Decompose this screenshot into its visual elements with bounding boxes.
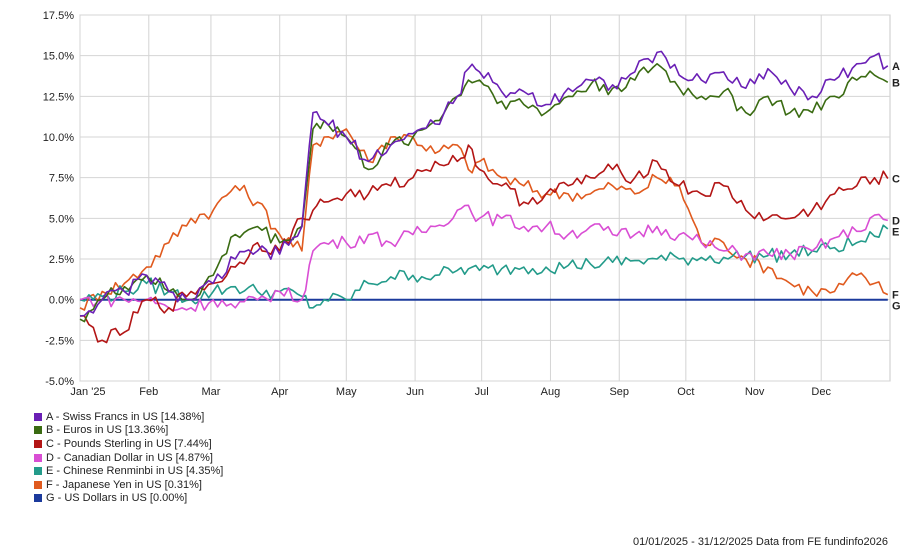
legend-label: A - Swiss Francs in US [14.38%]: [46, 410, 205, 423]
series-end-label-e: E: [892, 226, 899, 238]
legend-item-c: C - Pounds Sterling in US [7.44%]: [34, 437, 223, 451]
x-tick-label: Jul: [475, 386, 489, 398]
y-tick-label: 10.0%: [43, 132, 74, 144]
series-line-f: [79, 128, 889, 311]
series-line-a: [79, 50, 889, 317]
series-line-b: [79, 63, 889, 323]
series-end-label-c: C: [892, 174, 900, 186]
legend-item-d: D - Canadian Dollar in US [4.87%]: [34, 451, 223, 465]
legend-swatch: [34, 439, 42, 448]
x-tick-label: Apr: [271, 386, 288, 398]
legend-swatch: [34, 480, 42, 489]
legend-item-e: E - Chinese Renminbi in US [4.35%]: [34, 464, 223, 478]
legend-swatch: [34, 453, 42, 462]
series-end-label-g: G: [892, 301, 900, 313]
x-tick-label: Feb: [139, 386, 158, 398]
y-tick-label: 7.5%: [49, 173, 74, 185]
y-tick-label: 0.0%: [49, 295, 74, 307]
footer-note: 01/01/2025 - 31/12/2025 Data from FE fun…: [632, 536, 888, 548]
x-tick-label: May: [336, 386, 357, 398]
series-line-c: [80, 144, 889, 344]
legend-label: F - Japanese Yen in US [0.31%]: [46, 478, 202, 491]
y-tick-label: -5.0%: [45, 376, 74, 388]
series-end-label-d: D: [892, 215, 900, 227]
y-tick-label: -2.5%: [45, 335, 74, 347]
x-tick-label: Sep: [609, 386, 629, 398]
x-tick-label: Nov: [745, 386, 765, 398]
legend-item-f: F - Japanese Yen in US [0.31%]: [34, 478, 223, 492]
series-end-label-a: A: [892, 61, 900, 73]
legend-swatch: [34, 426, 42, 435]
series-end-label-b: B: [892, 77, 900, 89]
legend-swatch: [34, 467, 42, 476]
y-tick-label: 15.0%: [43, 51, 74, 63]
y-tick-label: 2.5%: [49, 254, 74, 266]
series-line-e: [79, 224, 889, 309]
series-line-d: [79, 204, 888, 312]
legend-swatch: [34, 494, 42, 503]
y-tick-label: 12.5%: [43, 91, 74, 103]
y-tick-label: 17.5%: [43, 10, 74, 22]
y-tick-label: 5.0%: [49, 213, 74, 225]
x-tick-label: Oct: [677, 386, 694, 398]
legend-label: G - US Dollars in US [0.00%]: [46, 492, 188, 505]
legend-label: D - Canadian Dollar in US [4.87%]: [46, 451, 213, 464]
chart-area: 17.5% 15.0% 12.5% 10.0% 7.5% 5.0% 2.5% 0.0% -2.5…: [43, 10, 900, 398]
x-tick-label: Jun: [406, 386, 424, 398]
line-chart: 17.5% 15.0% 12.5% 10.0% 7.5% 5.0% 2.5% 0.0% -2.5…: [43, 10, 900, 398]
x-tick-label: Jan '25: [70, 386, 105, 398]
legend-swatch: [34, 412, 42, 421]
legend-label: C - Pounds Sterling in US [7.44%]: [46, 437, 212, 450]
legend-label: B - Euros in US [13.36%]: [46, 424, 169, 437]
x-tick-label: Mar: [201, 386, 220, 398]
legend-item-a: A - Swiss Francs in US [14.38%]: [34, 410, 223, 424]
x-tick-label: Dec: [811, 386, 831, 398]
series-end-label-f: F: [892, 290, 899, 302]
legend-item-g: G - US Dollars in US [0.00%]: [34, 492, 223, 506]
legend-label: E - Chinese Renminbi in US [4.35%]: [46, 465, 224, 478]
legend: A - Swiss Francs in US [14.38%] B - Euros…: [34, 410, 223, 505]
x-tick-label: Aug: [541, 386, 561, 398]
legend-item-b: B - Euros in US [13.36%]: [34, 424, 223, 438]
